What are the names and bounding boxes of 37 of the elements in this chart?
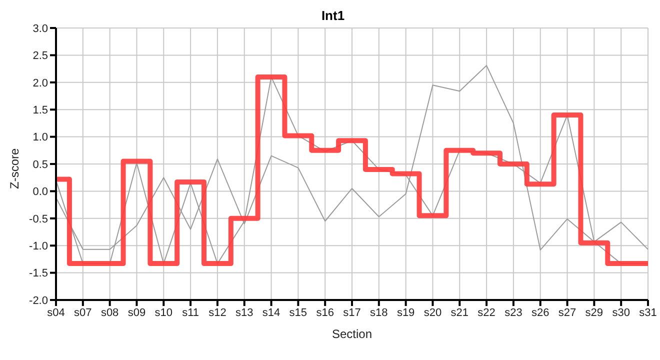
- y-tick-label: -0.5: [29, 213, 48, 226]
- x-tick-label: s07: [74, 306, 92, 319]
- x-tick-label: s09: [128, 306, 146, 319]
- x-tick-label: s23: [504, 306, 522, 319]
- x-tick-label: s31: [639, 306, 657, 319]
- y-tick-label: -1.5: [29, 268, 48, 280]
- x-tick-label: s14: [262, 306, 280, 319]
- x-tick-label: s16: [316, 306, 334, 319]
- x-tick-label: s30: [612, 306, 630, 319]
- x-tick-label: s21: [450, 306, 469, 319]
- y-tick-label: 1.0: [32, 132, 48, 144]
- x-tick-label: s11: [182, 306, 200, 319]
- y-tick-label: 2.5: [32, 50, 48, 62]
- x-tick-label: s22: [478, 306, 496, 319]
- x-tick-label: s04: [47, 306, 65, 319]
- x-tick-label: s12: [208, 306, 226, 319]
- y-tick-label: 2.0: [32, 77, 48, 90]
- x-tick-label: s26: [531, 306, 550, 319]
- x-tick-label: s10: [154, 306, 173, 319]
- y-tick-label: -2.0: [29, 294, 48, 307]
- x-tick-label: s15: [289, 306, 308, 319]
- x-tick-label: s27: [558, 306, 576, 319]
- y-tick-label: 0.5: [32, 158, 48, 171]
- y-tick-label: 3.0: [32, 22, 48, 35]
- x-tick-label: s20: [424, 306, 442, 319]
- x-tick-label: s17: [343, 306, 361, 319]
- x-tick-label: s13: [235, 306, 254, 319]
- x-tick-label: s29: [585, 306, 604, 319]
- x-tick-label: s08: [100, 306, 119, 319]
- y-tick-label: 1.5: [32, 104, 48, 117]
- y-tick-label: -1.0: [29, 240, 48, 253]
- y-tick-label: 0.0: [32, 186, 48, 198]
- chart-title: Int1: [320, 8, 346, 24]
- x-tick-label: s18: [370, 306, 388, 319]
- x-tick-label: s19: [396, 306, 415, 319]
- y-axis-title: Z-score: [7, 148, 22, 189]
- x-axis-title: Section: [332, 327, 372, 341]
